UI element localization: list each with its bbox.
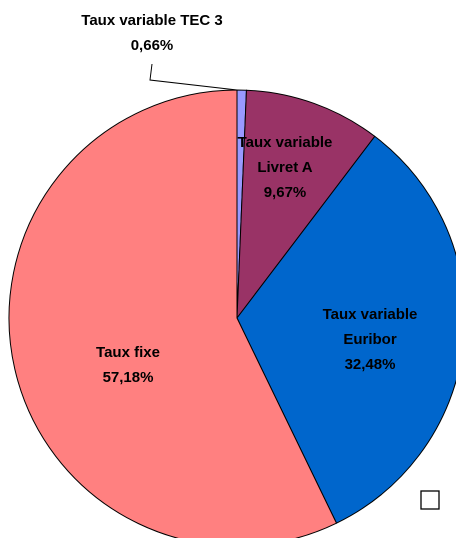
slice-label: Taux fixe 57,18% <box>68 340 188 390</box>
leader-line <box>149 63 238 91</box>
category-label: Taux variable Livret A <box>237 134 333 176</box>
category-label: Taux variable Euribor <box>322 306 418 348</box>
legend-box <box>420 490 440 510</box>
slice-label: Taux variable Euribor 32,48% <box>305 302 435 377</box>
value-label: 9,67% <box>263 184 307 201</box>
pie-slice <box>8 89 338 538</box>
pie-slice <box>236 135 456 524</box>
pie-slice <box>236 89 376 320</box>
value-label: 0,66% <box>130 37 174 54</box>
value-label: 57,18% <box>102 369 154 386</box>
slice-label: Taux variable Livret A 9,67% <box>225 130 345 205</box>
category-label: Taux variable TEC 3 <box>81 12 223 29</box>
value-label: 32,48% <box>344 356 396 373</box>
slice-label: Taux variable TEC 3 0,66% <box>42 8 262 58</box>
category-label: Taux fixe <box>96 344 160 361</box>
